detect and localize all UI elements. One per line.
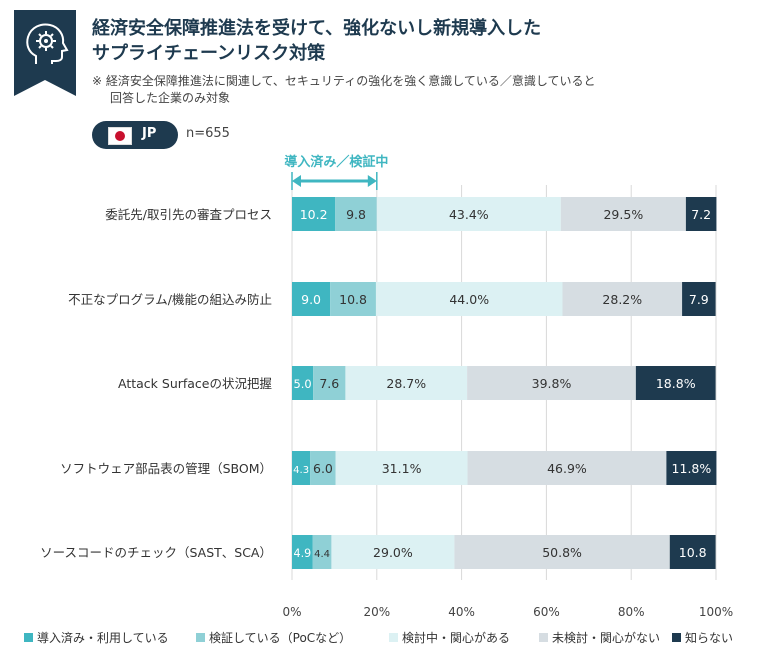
data-label: 28.7% <box>386 376 426 391</box>
bar-segment <box>685 197 717 231</box>
legend-label: 検討中・関心がある <box>402 630 510 645</box>
data-label: 4.4 <box>314 549 330 560</box>
bar-segment <box>682 282 716 316</box>
data-label: 10.2 <box>300 207 328 222</box>
bracket-label: 導入済み／検証中 <box>284 154 388 170</box>
bar-segment <box>292 282 331 316</box>
category-label: ソフトウェア部品表の管理（SBOM） <box>60 461 272 476</box>
data-label: 50.8% <box>542 545 582 560</box>
legend-swatch <box>389 633 398 642</box>
data-label: 29.0% <box>373 545 413 560</box>
bar-segment <box>454 535 670 569</box>
legend-label: 検証している（PoCなど） <box>209 631 351 645</box>
bar-segment <box>292 535 313 569</box>
bar-segment <box>331 535 455 569</box>
bar-segment <box>635 366 716 400</box>
category-label: 委託先/取引先の審査プロセス <box>105 207 272 222</box>
bar-segment <box>560 197 686 231</box>
data-label: 10.8 <box>679 545 707 560</box>
bar-segment <box>375 282 563 316</box>
bar-segment <box>292 197 336 231</box>
x-tick-label: 0% <box>282 605 301 619</box>
legend-swatch <box>672 633 681 642</box>
bar-segment <box>376 197 561 231</box>
bar-segment <box>345 366 468 400</box>
data-label: 7.9 <box>689 292 709 307</box>
category-label: ソースコードのチェック（SAST、SCA） <box>40 545 272 560</box>
legend-swatch <box>539 633 548 642</box>
data-label: 46.9% <box>547 461 587 476</box>
page-title: 経済安全保障推進法を受けて、強化ないし新規導入した サプライチェーンリスク対策 <box>92 18 542 64</box>
note-line-1: ※ 経済安全保障推進法に関連して、セキュリティの強化を強く意識している／意識して… <box>92 74 596 88</box>
x-tick-label: 20% <box>363 605 390 619</box>
data-label: 6.0 <box>313 461 333 476</box>
head-gear-icon <box>14 10 76 96</box>
bar-segment <box>292 451 311 485</box>
country-badge-label: JP <box>142 126 157 141</box>
bar-segment <box>669 535 716 569</box>
data-label: 29.5% <box>603 207 643 222</box>
legend-swatch <box>24 633 33 642</box>
legend-swatch <box>196 633 205 642</box>
data-label: 7.2 <box>691 207 711 222</box>
category-label: Attack Surfaceの状況把握 <box>118 376 272 391</box>
data-label: 4.3 <box>293 465 309 476</box>
data-label: 4.9 <box>294 547 312 560</box>
note: ※ 経済安全保障推進法に関連して、セキュリティの強化を強く意識している／意識して… <box>92 73 712 107</box>
bar-segment <box>335 451 468 485</box>
category-label: 不正なプログラム/機能の組込み防止 <box>68 292 272 307</box>
sample-size: n=655 <box>186 126 230 141</box>
x-tick-label: 100% <box>699 605 733 619</box>
data-label: 28.2% <box>602 292 642 307</box>
data-label: 7.6 <box>319 376 339 391</box>
bar-segment <box>312 535 332 569</box>
country-badge: JP <box>92 121 178 149</box>
legend-label: 導入済み・利用している <box>37 630 169 645</box>
bar-segment <box>310 451 336 485</box>
data-label: 44.0% <box>449 292 489 307</box>
data-label: 9.8 <box>346 207 366 222</box>
bracket-arrow-left <box>292 175 301 187</box>
bar-segment <box>666 451 717 485</box>
x-tick-label: 40% <box>448 605 475 619</box>
data-label: 9.0 <box>301 292 321 307</box>
bar-segment <box>313 366 346 400</box>
data-label: 10.8 <box>339 292 367 307</box>
legend-label: 未検討・関心がない <box>552 630 660 645</box>
note-line-2: 回答した企業のみ対象 <box>110 91 231 105</box>
bar-segment <box>467 366 636 400</box>
data-label: 31.1% <box>382 461 422 476</box>
x-tick-label: 80% <box>618 605 645 619</box>
bar-segment <box>562 282 683 316</box>
bar-segment <box>330 282 376 316</box>
bracket-arrow-right <box>367 175 377 187</box>
bar-segment <box>335 197 377 231</box>
bar-segment <box>467 451 667 485</box>
data-label: 5.0 <box>294 377 312 391</box>
data-label: 39.8% <box>532 376 572 391</box>
data-label: 18.8% <box>656 376 696 391</box>
data-label: 43.4% <box>449 207 489 222</box>
japan-flag-icon <box>108 127 132 145</box>
data-label: 11.8% <box>672 461 712 476</box>
x-tick-label: 60% <box>533 605 560 619</box>
bar-segment <box>292 366 314 400</box>
legend-label: 知らない <box>685 631 733 645</box>
